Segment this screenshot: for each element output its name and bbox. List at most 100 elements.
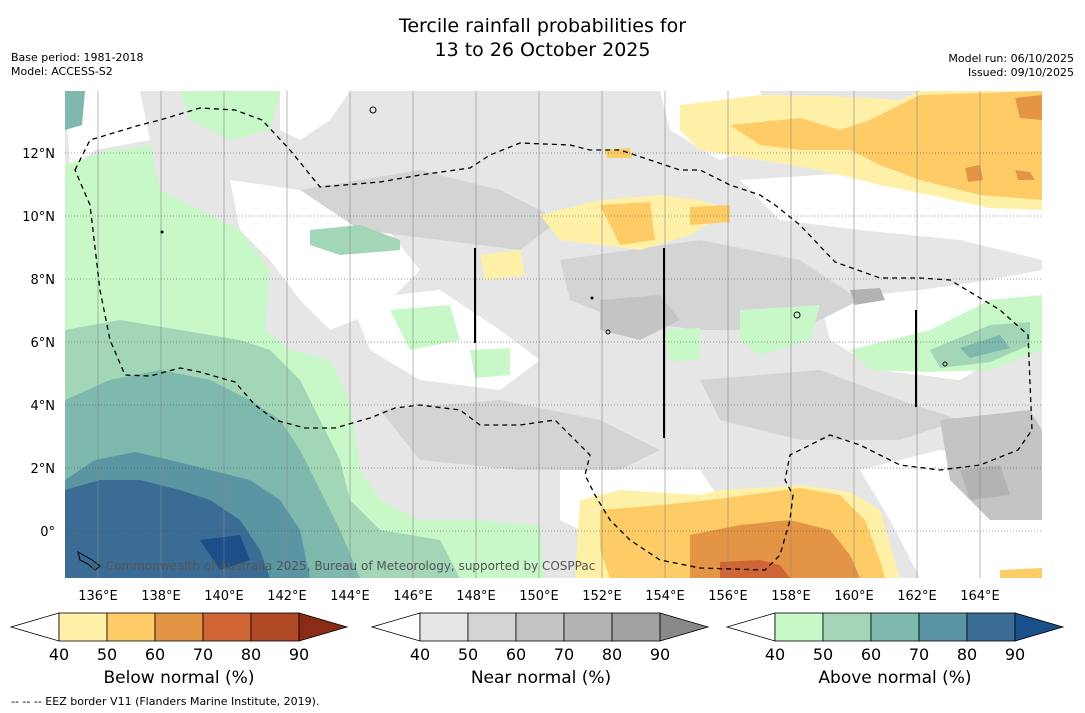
colorbars: 40 50 60 70 80 90 40 50 60 70 80 90 40 50 60 70 80 90	[9, 612, 1065, 664]
longitude-label: 152°E	[582, 589, 622, 604]
longitude-label: 154°E	[645, 589, 685, 604]
white-area	[280, 91, 350, 140]
model-run: Model run: 06/10/2025	[948, 52, 1074, 65]
island	[793, 311, 801, 319]
colorbar-extend-high	[1014, 612, 1065, 642]
below-normal-50	[1000, 568, 1042, 578]
above-normal-40	[665, 328, 700, 362]
colorbar-segment	[774, 612, 824, 642]
longitude-label: 158°E	[771, 589, 811, 604]
latitude-label: 0°	[40, 525, 55, 540]
copyright-text: © Commonwealth of Australia 2025, Bureau…	[90, 559, 595, 573]
colorbar-segment	[250, 612, 300, 642]
latitude-label: 10°N	[22, 210, 55, 225]
colorbar-tick: 40	[49, 645, 69, 664]
colorbar-tick: 80	[957, 645, 977, 664]
title-line-2: 13 to 26 October 2025	[434, 39, 651, 61]
near-normal-70	[960, 465, 1010, 500]
longitude-label: 136°E	[78, 589, 118, 604]
above-normal-40	[180, 91, 280, 140]
colorbar-segment	[154, 612, 204, 642]
colorbar-segment	[467, 612, 517, 642]
below-normal-60	[1015, 95, 1042, 120]
colorbar-segment	[822, 612, 872, 642]
below-normal-50	[730, 91, 1042, 200]
below-normal-60	[965, 165, 983, 182]
colorbar-segment	[58, 612, 108, 642]
below-normal-40	[480, 250, 525, 280]
above-normal-50	[310, 225, 400, 255]
above-normal-40	[740, 305, 820, 355]
island	[369, 106, 377, 114]
colorbar-tick: 60	[145, 645, 165, 664]
above-normal-title: Above normal (%)	[818, 668, 972, 688]
colorbar-tick: 60	[861, 645, 881, 664]
near-normal-70	[850, 288, 885, 305]
colorbar-below: 40 50 60 70 80 90	[9, 612, 349, 664]
colorbar-tick: 60	[506, 645, 526, 664]
colorbar-segment	[202, 612, 252, 642]
island	[160, 230, 164, 234]
meta-left: Base period: 1981-2018 Model: ACCESS-S2	[11, 51, 143, 79]
island	[942, 361, 948, 367]
colorbar-extend-low	[370, 612, 421, 642]
colorbar-extend-high	[298, 612, 349, 642]
latitude-label: 4°N	[31, 399, 56, 414]
map-field	[65, 91, 1042, 578]
near-normal-60	[940, 410, 1042, 520]
colorbar-segment	[106, 612, 156, 642]
island	[77, 550, 101, 571]
colorbar-segment	[870, 612, 920, 642]
below-normal-title: Below normal (%)	[103, 668, 255, 688]
below-normal-50	[600, 202, 655, 245]
below-normal-60	[1015, 170, 1035, 180]
latitude-label: 8°N	[31, 273, 56, 288]
latitude-labels: 12°N 10°N 8°N 6°N 4°N 2°N 0°	[22, 147, 55, 540]
colorbar-extend-low	[725, 612, 776, 642]
latitude-label: 6°N	[31, 336, 56, 351]
colorbar-tick: 70	[909, 645, 929, 664]
colorbar-near: 40 50 60 70 80 90	[370, 612, 710, 664]
longitude-label: 148°E	[456, 589, 496, 604]
colorbar-tick: 50	[97, 645, 117, 664]
longitude-label: 156°E	[708, 589, 748, 604]
base-period: Base period: 1981-2018	[11, 51, 144, 64]
below-normal-70	[720, 560, 790, 578]
longitude-label: 138°E	[141, 589, 181, 604]
island	[605, 329, 611, 335]
colorbar-tick: 90	[650, 645, 670, 664]
below-normal-50	[605, 148, 632, 158]
above-normal-60	[960, 335, 1010, 358]
longitude-label: 140°E	[204, 589, 244, 604]
colorbar-extend-high	[659, 612, 710, 642]
near-normal-50	[380, 400, 660, 470]
map-title: Tercile rainfall probabilities for 13 to…	[0, 14, 1085, 62]
colorbar-tick: 70	[554, 645, 574, 664]
colorbar-tick: 40	[410, 645, 430, 664]
longitude-label: 144°E	[330, 589, 370, 604]
longitude-label: 150°E	[519, 589, 559, 604]
longitude-label: 162°E	[897, 589, 937, 604]
meta-right: Model run: 06/10/2025 Issued: 09/10/2025	[948, 52, 1074, 80]
colorbar-segment	[563, 612, 613, 642]
colorbar-tick: 90	[289, 645, 309, 664]
colorbar-tick: 40	[765, 645, 785, 664]
below-normal-50	[690, 205, 730, 225]
model-name: Model: ACCESS-S2	[11, 65, 113, 78]
above-normal-60	[65, 91, 85, 130]
colorbar-segment	[515, 612, 565, 642]
colorbar-tick: 90	[1005, 645, 1025, 664]
latitude-label: 2°N	[31, 462, 56, 477]
eez-note: -- -- -- EEZ border V11 (Flanders Marine…	[11, 695, 320, 708]
near-normal-60	[600, 295, 680, 340]
longitude-label: 160°E	[834, 589, 874, 604]
colorbar-segment	[611, 612, 661, 642]
longitude-label: 142°E	[267, 589, 307, 604]
near-normal-title: Near normal (%)	[470, 668, 612, 688]
above-normal-40	[470, 348, 510, 378]
colorbar-segment	[419, 612, 469, 642]
colorbar-tick: 70	[193, 645, 213, 664]
colorbar-above: 40 50 60 70 80 90	[725, 612, 1065, 664]
colorbar-extend-low	[9, 612, 60, 642]
